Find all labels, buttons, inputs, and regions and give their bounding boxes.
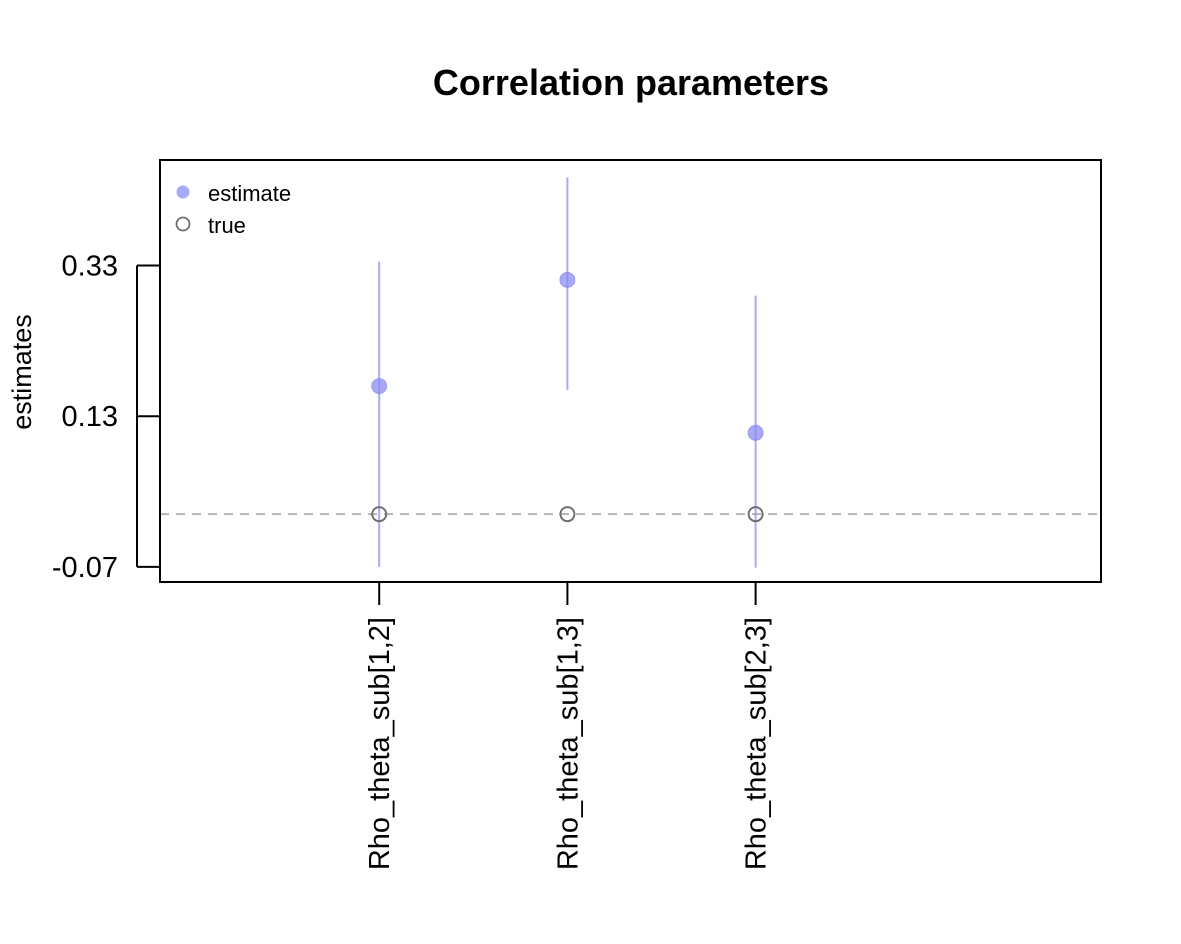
y-axis-title: estimates bbox=[7, 314, 37, 430]
estimate-point bbox=[747, 424, 764, 441]
y-tick-label: 0.33 bbox=[62, 251, 118, 283]
plot-frame bbox=[159, 159, 1102, 583]
chart-title: Correlation parameters bbox=[433, 62, 829, 103]
plot-area: 0.33 0.13 -0.07 Rho_theta_sub[1,2] Rho_theta… bbox=[52, 177, 1101, 870]
true-point bbox=[747, 506, 764, 523]
x-tick-label: Rho_theta_sub[1,2] bbox=[364, 617, 396, 870]
x-tick-label: Rho_theta_sub[2,3] bbox=[741, 617, 773, 870]
y-tick-label: -0.07 bbox=[52, 552, 118, 584]
legend-true-marker bbox=[175, 216, 191, 232]
legend: estimate true bbox=[175, 181, 291, 238]
true-point bbox=[559, 506, 576, 523]
estimate-point bbox=[371, 378, 388, 395]
legend-estimate-label: estimate bbox=[208, 181, 291, 206]
x-tick-label: Rho_theta_sub[1,3] bbox=[552, 617, 584, 870]
legend-estimate-marker bbox=[176, 185, 190, 199]
y-tick-label: 0.13 bbox=[62, 401, 118, 433]
legend-true-label: true bbox=[208, 213, 246, 238]
estimate-point bbox=[559, 271, 576, 288]
true-point bbox=[371, 506, 388, 523]
